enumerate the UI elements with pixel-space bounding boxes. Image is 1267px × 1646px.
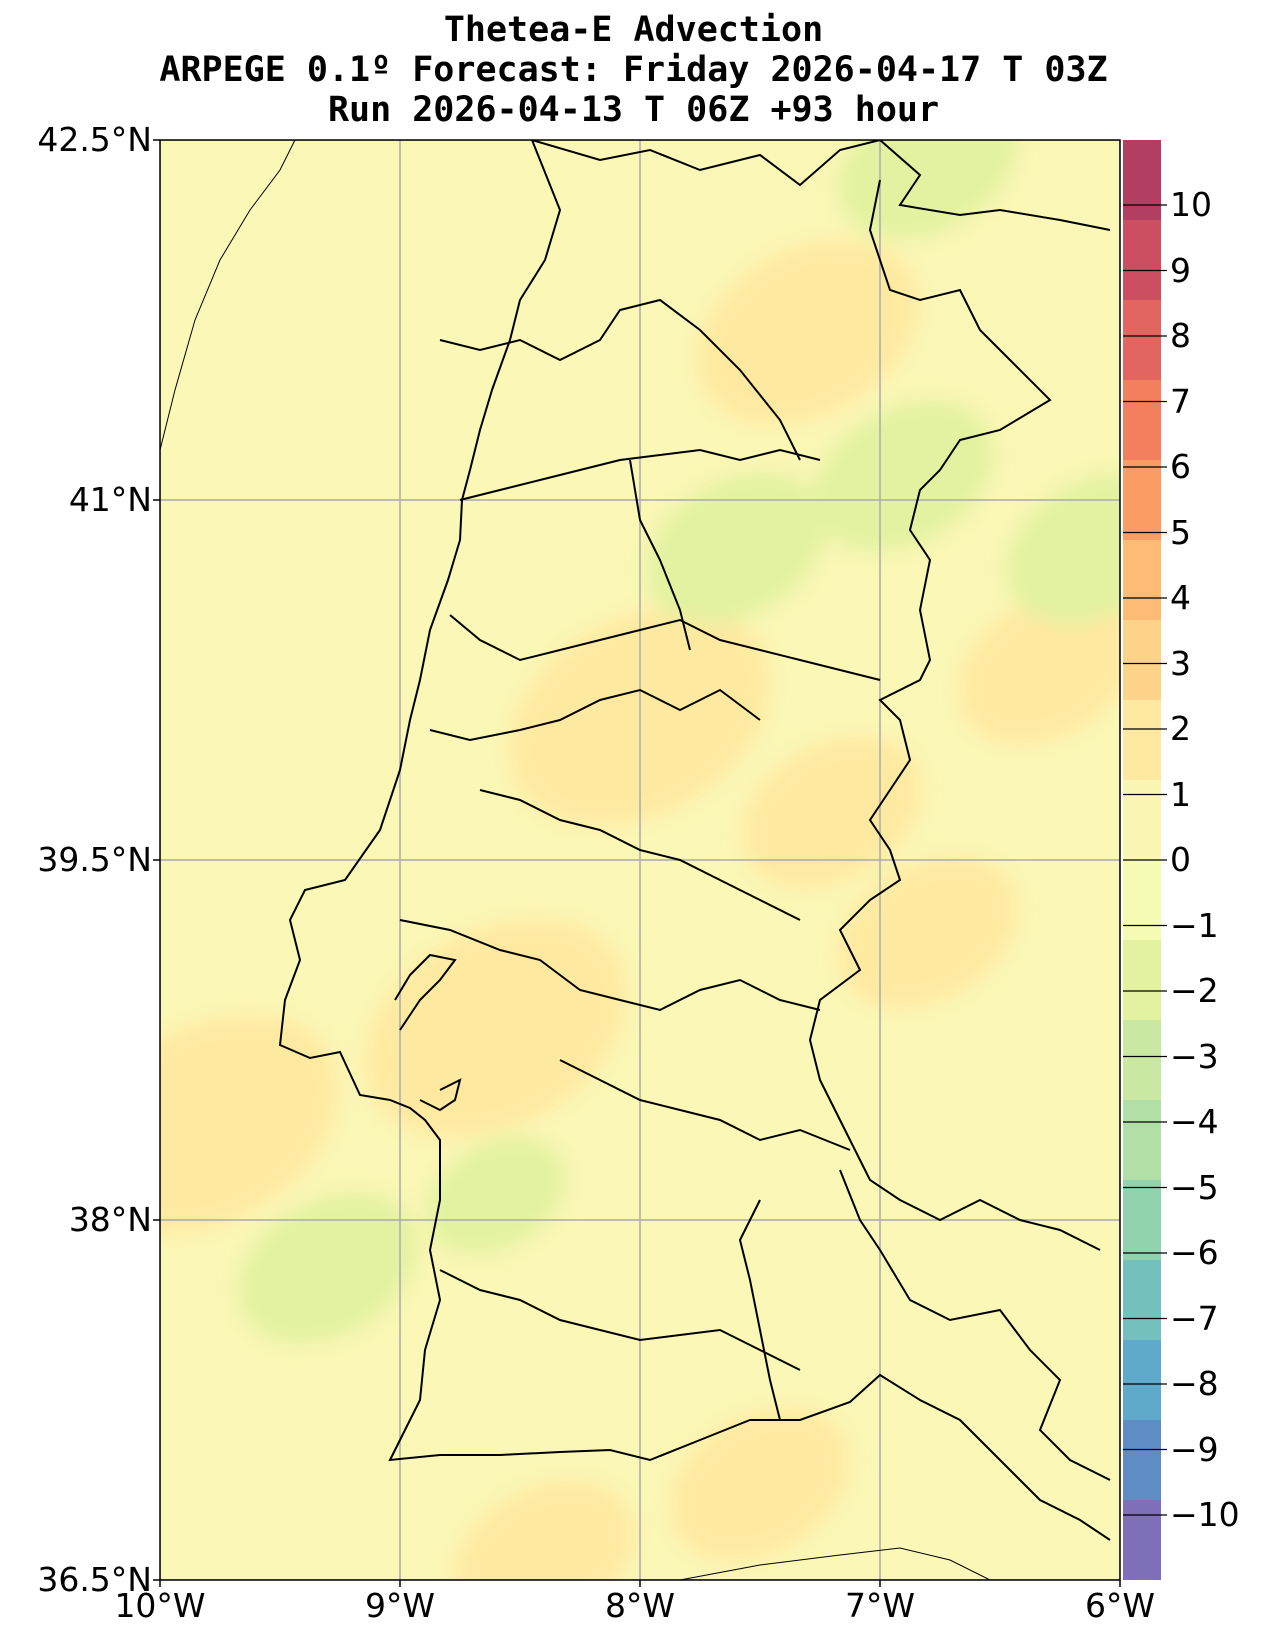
colorbar-label-9: 1 — [1170, 774, 1191, 814]
colorbar-label-17: −7 — [1170, 1298, 1219, 1338]
field-contour-8-1 — [670, 1408, 850, 1560]
advection-field — [160, 140, 1120, 1580]
colorbar-label-11: −1 — [1170, 905, 1219, 945]
sado-estuary — [419, 1078, 462, 1112]
district-border-10 — [629, 459, 691, 651]
district-border-5 — [479, 789, 801, 921]
field-contour-4-1 — [958, 592, 1120, 744]
lon-label-4: 6°W — [1084, 1586, 1156, 1625]
colorbar-label-0: 10 — [1170, 185, 1212, 224]
field-contour-0-1 — [160, 1014, 339, 1234]
african-coast-contour — [679, 1547, 991, 1580]
colorbar-label-1: 9 — [1170, 250, 1191, 290]
district-border-9 — [738, 1199, 781, 1421]
colorbar-label-10: 0 — [1170, 840, 1191, 879]
field-contour-1-1 — [365, 918, 627, 1138]
colorbar-label-15: −5 — [1170, 1167, 1219, 1207]
lat-label-3: 38°N — [68, 1200, 152, 1239]
field-contour-9-1 — [646, 472, 826, 624]
tagus-estuary — [394, 953, 457, 1031]
border-portugal-spain-north — [531, 140, 1111, 231]
border-portugal-spain-east — [808, 179, 1101, 1251]
colorbar-label-4: 6 — [1170, 447, 1191, 486]
district-border-8 — [439, 1269, 801, 1371]
colorbar-label-6: 4 — [1170, 578, 1191, 617]
district-border-1 — [439, 298, 801, 461]
district-border-6 — [399, 919, 821, 1012]
lon-label-3: 7°W — [844, 1586, 916, 1625]
colorbar-label-19: −9 — [1170, 1429, 1219, 1469]
lon-label-2: 8°W — [604, 1586, 676, 1625]
title-line-2: ARPEGE 0.1º Forecast: Friday 2026-04-17 … — [159, 50, 1108, 90]
lon-label-0: 10°W — [114, 1586, 206, 1625]
lat-label-4: 36.5°N — [37, 1560, 152, 1599]
colorbar-label-20: −10 — [1170, 1495, 1240, 1534]
field-contour-11-1 — [838, 140, 1018, 240]
field-contour-5-1 — [838, 856, 1018, 1008]
title-line-1: Thetea-E Advection — [443, 10, 824, 50]
field-contour-10-1 — [814, 400, 994, 552]
colorbar — [1123, 140, 1167, 1580]
border-spain-south — [839, 1169, 1111, 1481]
field-contour-7-1 — [454, 1480, 634, 1580]
map-area — [160, 140, 1120, 1580]
lat-label-1: 41°N — [68, 480, 152, 519]
coastlines-and-borders — [278, 140, 1111, 1541]
portugal-coastline — [278, 140, 1111, 1541]
title-line-3: Run 2026-04-13 T 06Z +93 hour — [327, 90, 940, 130]
colorbar-label-7: 3 — [1170, 643, 1191, 683]
field-contour-3-1 — [697, 239, 919, 425]
colorbar-label-18: −8 — [1170, 1364, 1219, 1403]
field-contour-6-1 — [742, 736, 922, 888]
axis-ticks — [153, 139, 1121, 1587]
lat-label-2: 39.5°N — [37, 840, 152, 879]
colorbar-label-3: 7 — [1170, 381, 1191, 421]
district-border-4 — [429, 688, 761, 742]
colorbar-label-16: −6 — [1170, 1233, 1219, 1272]
colorbar-label-14: −4 — [1170, 1102, 1219, 1141]
colorbar-ticks — [1123, 204, 1167, 1516]
field-contour-14-1 — [426, 1137, 566, 1255]
lon-label-1: 9°W — [364, 1586, 436, 1625]
field-contour-12-1 — [238, 1192, 418, 1344]
district-border-2 — [459, 448, 821, 501]
district-border-3 — [449, 614, 881, 681]
colorbar-label-2: 8 — [1170, 316, 1191, 355]
lat-label-0: 42.5°N — [37, 120, 152, 159]
iberian-plateau-contour — [160, 140, 296, 451]
colorbar-label-12: −2 — [1170, 971, 1219, 1010]
colorbar-label-13: −3 — [1170, 1036, 1219, 1076]
field-contour-13-1 — [1006, 472, 1120, 624]
colorbar-label-8: 2 — [1170, 709, 1191, 748]
colorbar-label-5: 5 — [1170, 512, 1191, 552]
district-border-7 — [559, 1059, 851, 1151]
